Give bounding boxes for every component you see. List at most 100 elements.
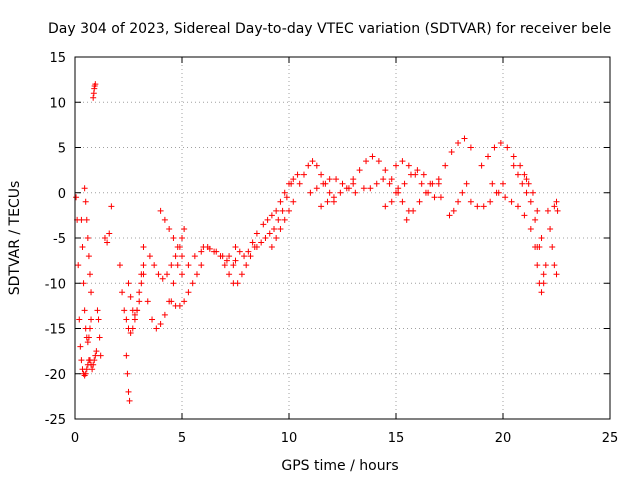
data-point bbox=[399, 198, 406, 205]
y-tick-label: 10 bbox=[49, 96, 66, 111]
data-point bbox=[153, 325, 160, 332]
series bbox=[253, 180, 295, 251]
series bbox=[318, 180, 357, 210]
data-point bbox=[90, 94, 97, 101]
data-point bbox=[260, 221, 267, 228]
y-tick-label: 5 bbox=[58, 142, 66, 157]
data-point bbox=[485, 153, 492, 160]
data-point bbox=[277, 225, 284, 232]
data-point bbox=[307, 189, 314, 196]
data-point bbox=[330, 194, 337, 201]
data-point bbox=[416, 198, 423, 205]
data-point bbox=[491, 144, 498, 151]
data-point bbox=[119, 289, 126, 296]
y-tick-label: 0 bbox=[58, 187, 66, 202]
data-point bbox=[517, 162, 524, 169]
series bbox=[200, 244, 239, 264]
series bbox=[101, 203, 115, 246]
data-point bbox=[373, 180, 380, 187]
data-point bbox=[226, 271, 233, 278]
data-point bbox=[83, 216, 90, 223]
data-point bbox=[81, 185, 88, 192]
data-point bbox=[170, 235, 177, 241]
data-point bbox=[127, 330, 134, 337]
data-point bbox=[369, 153, 376, 160]
data-point bbox=[185, 262, 192, 269]
data-point bbox=[283, 194, 290, 201]
data-point bbox=[318, 171, 325, 178]
data-point bbox=[275, 216, 282, 223]
data-point bbox=[382, 203, 389, 210]
data-point bbox=[140, 244, 147, 251]
x-tick-label: 25 bbox=[602, 431, 619, 446]
data-point bbox=[422, 189, 429, 196]
data-point bbox=[326, 176, 333, 183]
data-point bbox=[191, 253, 198, 260]
data-point bbox=[140, 262, 147, 269]
data-point bbox=[300, 171, 307, 178]
data-point bbox=[219, 253, 226, 260]
data-point bbox=[104, 239, 111, 246]
data-point bbox=[514, 203, 521, 210]
x-tick-label: 5 bbox=[178, 431, 186, 446]
data-point bbox=[343, 185, 350, 192]
data-point bbox=[189, 280, 196, 287]
data-point bbox=[82, 370, 89, 377]
data-point bbox=[525, 180, 532, 187]
data-point bbox=[247, 253, 254, 260]
y-tick-label: -25 bbox=[45, 413, 66, 428]
data-point bbox=[363, 158, 370, 165]
data-point bbox=[523, 176, 530, 183]
data-point bbox=[90, 361, 97, 368]
data-point bbox=[174, 244, 181, 251]
y-tick-labels: -25 -20 -15 -10 -5 0 5 10 15 bbox=[45, 51, 66, 428]
data-point bbox=[179, 271, 185, 278]
data-point bbox=[159, 275, 166, 282]
data-point bbox=[76, 316, 83, 323]
data-point bbox=[290, 176, 297, 183]
data-point bbox=[174, 262, 181, 269]
data-point bbox=[324, 198, 331, 205]
data-point bbox=[149, 316, 156, 323]
data-point bbox=[92, 352, 99, 359]
data-point bbox=[131, 311, 138, 318]
data-point bbox=[181, 298, 188, 305]
series bbox=[94, 307, 104, 359]
series bbox=[551, 198, 561, 214]
data-point bbox=[164, 271, 171, 278]
data-point bbox=[176, 302, 183, 309]
data-point bbox=[386, 180, 393, 187]
data-point bbox=[80, 280, 87, 287]
data-point bbox=[236, 248, 243, 255]
data-point bbox=[268, 244, 275, 251]
data-point bbox=[431, 194, 438, 201]
data-point bbox=[487, 198, 494, 205]
data-point bbox=[286, 180, 292, 187]
data-point bbox=[92, 81, 99, 88]
data-point bbox=[253, 230, 260, 237]
data-point bbox=[75, 262, 82, 269]
data-point bbox=[547, 225, 554, 232]
series bbox=[260, 171, 301, 228]
data-point bbox=[399, 158, 406, 165]
data-point bbox=[138, 280, 145, 287]
data-point bbox=[279, 207, 286, 214]
series bbox=[90, 81, 99, 101]
data-point bbox=[234, 280, 241, 287]
series bbox=[157, 207, 185, 260]
series bbox=[73, 194, 100, 379]
data-point bbox=[360, 185, 367, 192]
data-point bbox=[223, 257, 230, 264]
data-point bbox=[273, 207, 280, 214]
data-point bbox=[78, 357, 85, 364]
data-point bbox=[168, 298, 175, 305]
data-point bbox=[380, 176, 387, 183]
data-point bbox=[540, 271, 547, 278]
data-point bbox=[126, 397, 133, 404]
data-point bbox=[121, 307, 128, 314]
data-point bbox=[97, 352, 104, 359]
data-point bbox=[474, 203, 481, 210]
data-point bbox=[375, 158, 382, 165]
series bbox=[521, 171, 549, 269]
data-point bbox=[91, 357, 98, 364]
